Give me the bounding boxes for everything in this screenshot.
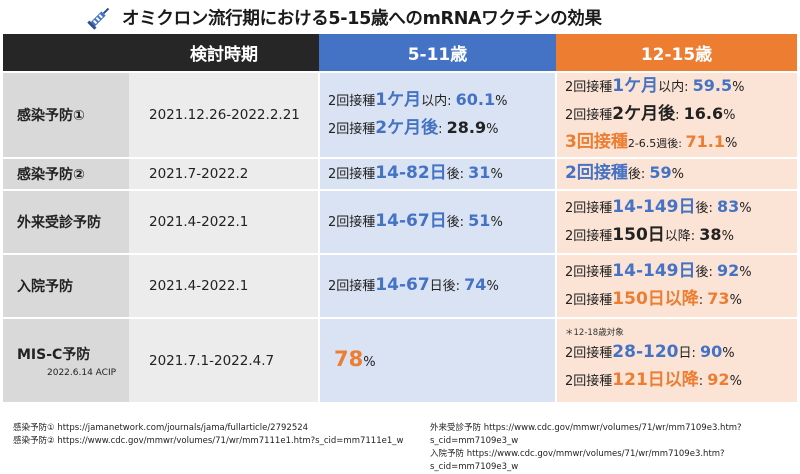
cell-12-15: 2回接種1ケ月以内: 59.5% 2回接種2ケ月後: 16.6% 3回接種2-6… <box>555 71 797 158</box>
header-age-12-15: 12-15歳 <box>556 34 797 72</box>
row-label: 入院予防 <box>3 253 129 318</box>
row-period: 2021.7-2022.2 <box>129 157 319 190</box>
cell-5-11: 2回接種14-82日後: 31% <box>318 157 556 190</box>
row-label: 外来受診予防 <box>3 189 129 254</box>
cell-12-15: ＊12-18歳対象 2回接種28-120日: 90% 2回接種121日以降: 9… <box>555 317 797 402</box>
row-label: 感染予防① <box>3 71 129 158</box>
table-row: 外来受診予防 2021.4-2022.1 2回接種14-67日後: 51% 2回… <box>3 189 797 254</box>
row-label: MIS-C予防 <box>17 346 91 363</box>
page-title: オミクロン流行期における5-15歳へのmRNAワクチンの効果 <box>122 9 602 29</box>
table-row: MIS-C予防 2022.6.14 ACIP 2021.7.1-2022.4.7… <box>3 317 797 402</box>
title-bar: オミクロン流行期における5-15歳へのmRNAワクチンの効果 <box>0 0 800 34</box>
row-period: 2021.4-2022.1 <box>129 253 319 318</box>
cell-5-11: 78% <box>318 317 556 402</box>
source-link[interactable]: 入院予防 https://www.cdc.gov/mmwr/volumes/71… <box>430 449 725 472</box>
table-row: 感染予防① 2021.12.26-2022.2.21 2回接種1ケ月以内: 60… <box>3 71 797 158</box>
result-line: 2回接種後: 59% <box>565 163 684 183</box>
result-line: 2回接種1ケ月以内: 59.5% <box>565 76 745 96</box>
table-row: 入院予防 2021.4-2022.1 2回接種14-67日後: 74% 2回接種… <box>3 253 797 318</box>
result-line: 2回接種28-120日: 90% <box>565 341 735 362</box>
result-line: 2回接種1ケ月以内: 60.1% <box>328 90 508 110</box>
result-line: 3回接種2-6.5週後: 71.1% <box>565 132 738 152</box>
source-link[interactable]: 外来受診予防 https://www.cdc.gov/mmwr/volumes/… <box>430 423 742 446</box>
age-note: ＊12-18歳対象 <box>565 327 624 338</box>
source-link[interactable]: 感染予防② https://www.cdc.gov/mmwr/volumes/7… <box>13 436 404 446</box>
row-period: 2021.12.26-2022.2.21 <box>129 71 319 158</box>
result-line: 2回接種2ケ月後: 16.6% <box>565 104 736 124</box>
result-line: 2回接種14-149日後: 92% <box>565 261 752 281</box>
result-line: 2回接種14-67日後: 74% <box>328 275 499 295</box>
source-link[interactable]: 感染予防① https://jamanetwork.com/journals/j… <box>13 423 309 433</box>
cell-12-15: 2回接種14-149日後: 92% 2回接種150日以降: 73% <box>555 253 797 318</box>
syringe-icon <box>87 7 110 30</box>
result-line: 2回接種150日以降: 38% <box>565 225 734 245</box>
cell-5-11: 2回接種14-67日後: 51% <box>318 189 556 254</box>
header-age-5-11: 5-11歳 <box>319 34 556 72</box>
row-period: 2021.7.1-2022.4.7 <box>129 317 319 402</box>
vaccine-effect-table: 検討時期 5-11歳 12-15歳 感染予防① 2021.12.26-2022.… <box>3 34 797 402</box>
result-line: 2回接種14-67日後: 51% <box>328 211 503 231</box>
result-line: 78% <box>334 346 376 371</box>
row-label: 感染予防② <box>3 157 129 190</box>
result-line: 2回接種14-82日後: 31% <box>328 163 503 183</box>
source-footer: 感染予防① https://jamanetwork.com/journals/j… <box>3 419 797 472</box>
table-row: 感染予防② 2021.7-2022.2 2回接種14-82日後: 31% 2回接… <box>3 157 797 190</box>
cell-12-15: 2回接種14-149日後: 83% 2回接種150日以降: 38% <box>555 189 797 254</box>
table-header-row: 検討時期 5-11歳 12-15歳 <box>3 34 797 72</box>
cell-5-11: 2回接種14-67日後: 74% <box>318 253 556 318</box>
cell-12-15: 2回接種後: 59% <box>555 157 797 190</box>
row-label-cell: MIS-C予防 2022.6.14 ACIP <box>3 317 129 402</box>
header-period: 検討時期 <box>129 34 319 72</box>
footer-left: 感染予防① https://jamanetwork.com/journals/j… <box>13 422 403 448</box>
row-period: 2021.4-2022.1 <box>129 189 319 254</box>
result-line: 2回接種14-149日後: 83% <box>565 197 752 217</box>
row-sublabel: 2022.6.14 ACIP <box>47 367 117 378</box>
result-line: 2回接種150日以降: 73% <box>565 289 742 309</box>
header-blank <box>3 34 129 72</box>
result-line: 2回接種121日以降: 92% <box>565 369 742 390</box>
footer-right: 外来受診予防 https://www.cdc.gov/mmwr/volumes/… <box>430 422 797 474</box>
cell-5-11: 2回接種1ケ月以内: 60.1% 2回接種2ケ月後: 28.9% <box>318 71 556 158</box>
result-line: 2回接種2ケ月後: 28.9% <box>328 118 499 138</box>
